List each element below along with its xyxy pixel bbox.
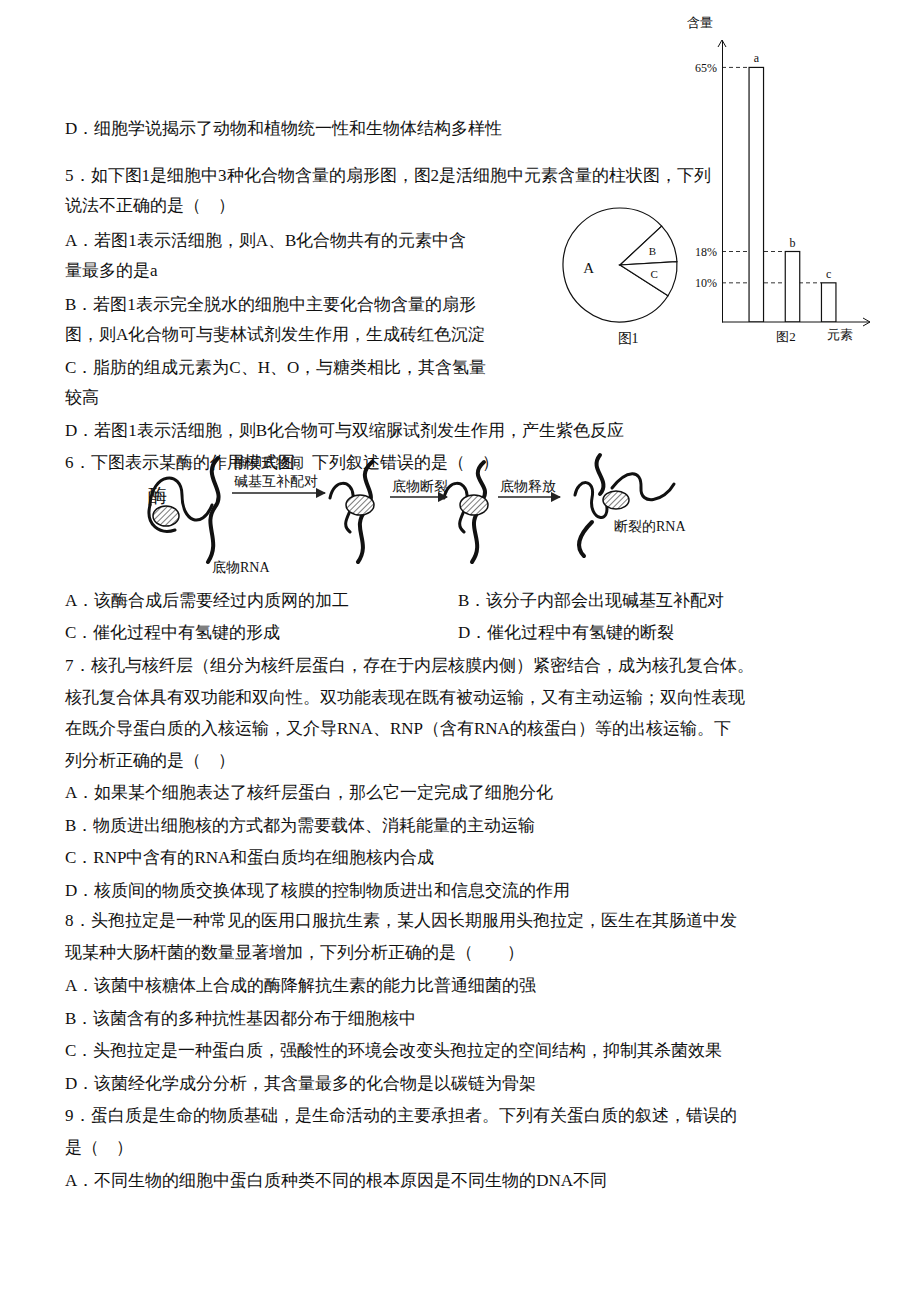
diagram-label: 断裂的RNA bbox=[614, 519, 686, 534]
bar bbox=[785, 252, 799, 323]
text-line: 说法不正确的是（ ） bbox=[65, 196, 235, 215]
enzyme-active-site bbox=[603, 491, 629, 509]
page: D．细胞学说揭示了动物和植物统一性和生物体结构多样性 5．如下图1是细胞中3种化合… bbox=[0, 0, 920, 1302]
enzyme-strand bbox=[149, 505, 175, 531]
option: D．催化过程中有氢键的断裂 bbox=[458, 623, 674, 642]
y-tick-label: 18% bbox=[695, 245, 717, 259]
axis-title: 元素 bbox=[827, 327, 853, 342]
bar-label: b bbox=[790, 236, 796, 250]
pie-label: C bbox=[651, 268, 658, 280]
text-line: A．该菌中核糖体上合成的酶降解抗生素的能力比普通细菌的强 bbox=[65, 976, 536, 995]
option: A．该酶合成后需要经过内质网的加工 bbox=[65, 591, 349, 610]
axis-arrow bbox=[718, 40, 726, 47]
grid-line bbox=[722, 67, 749, 68]
y-tick: 18% bbox=[695, 245, 722, 259]
text-line: D．若图1表示活细胞，则B化合物可与双缩脲试剂发生作用，产生紫色反应 bbox=[65, 421, 624, 440]
pie-slices bbox=[563, 208, 677, 322]
y-axis: 10% 18% 65% bbox=[695, 41, 723, 323]
text-line: 图，则A化合物可与斐林试剂发生作用，生成砖红色沉淀 bbox=[65, 325, 485, 344]
bar-chart: a b c 10% 18% 65% bbox=[695, 40, 870, 326]
bar bbox=[749, 67, 763, 322]
text-line: 现某种大肠杆菌的数量显著增加，下列分析正确的是（ ） bbox=[65, 943, 524, 962]
diagram-label: 底物RNA bbox=[212, 560, 270, 575]
enzyme-active-site bbox=[460, 495, 488, 515]
diagram-label: 酶 bbox=[148, 485, 167, 506]
text-line: 8．头孢拉定是一种常见的医用口服抗生素，某人因长期服用头孢拉定，医生在其肠道中发 bbox=[65, 911, 737, 930]
x-axis-line bbox=[722, 322, 870, 323]
y-tick: 10% bbox=[695, 276, 722, 290]
diagram-label: 底物释放 bbox=[500, 479, 556, 494]
arrow bbox=[390, 496, 447, 498]
text-line: D．该菌经化学成分分析，其含量最多的化合物是以碳链为骨架 bbox=[65, 1074, 536, 1093]
diagram-label: 底物断裂 bbox=[392, 479, 448, 494]
text-line: C．头孢拉定是一种蛋白质，强酸性的环境会改变头孢拉定的空间结构，抑制其杀菌效果 bbox=[65, 1041, 722, 1060]
bar-label: c bbox=[826, 267, 831, 281]
substrate-rna bbox=[478, 462, 485, 500]
y-tick-label: 10% bbox=[695, 276, 717, 290]
text-line: B．该菌含有的多种抗性基因都分布于细胞核中 bbox=[65, 1009, 416, 1028]
text-line: 5．如下图1是细胞中3种化合物含量的扇形图，图2是活细胞中元素含量的柱状图，下列 bbox=[65, 166, 711, 185]
substrate-rna bbox=[208, 458, 219, 562]
bar bbox=[821, 283, 835, 322]
text-line: C．脂肪的组成元素为C、H、O，与糖类相比，其含氢量 bbox=[65, 358, 486, 377]
option: C．催化过程中有氢键的形成 bbox=[65, 623, 280, 642]
text-line: B．若图1表示完全脱水的细胞中主要化合物含量的扇形 bbox=[65, 295, 476, 314]
rna-fragment bbox=[597, 455, 604, 494]
text-line: 9．蛋白质是生命的物质基础，是生命活动的主要承担者。下列有关蛋白质的叙述，错误的 bbox=[65, 1106, 737, 1125]
enzyme-active-site bbox=[153, 506, 179, 526]
text-line: 是（ ） bbox=[65, 1138, 133, 1157]
substrate-rna bbox=[472, 512, 478, 562]
diagram-label: 碱基互补配对 bbox=[234, 474, 318, 489]
text-line: C．RNP中含有的RNA和蛋白质均在细胞核内合成 bbox=[65, 848, 434, 867]
option: B．该分子内部会出现碱基互补配对 bbox=[458, 591, 724, 610]
rna-fragment bbox=[579, 522, 592, 556]
pie-slice bbox=[620, 262, 677, 296]
arrow bbox=[498, 496, 560, 498]
figure-caption: 图1 bbox=[618, 331, 639, 346]
enzyme-diagram bbox=[149, 455, 674, 562]
rna-fragment bbox=[612, 474, 674, 500]
pie-label: B bbox=[649, 245, 656, 257]
bar-label: a bbox=[754, 51, 760, 65]
text-line: A．如果某个细胞表达了核纤层蛋白，那么它一定完成了细胞分化 bbox=[65, 783, 553, 802]
axis-title: 含量 bbox=[687, 15, 713, 30]
text-line: 在既介导蛋白质的入核运输，又介导RNA、RNP（含有RNA的核蛋白）等的出核运输… bbox=[65, 719, 731, 738]
text-line: 核孔复合体具有双功能和双向性。双功能表现在既有被动运输，又有主动运输；双向性表现 bbox=[64, 688, 745, 707]
text-line: 列分析正确的是（ ） bbox=[65, 751, 235, 770]
text-line: D．细胞学说揭示了动物和植物统一性和生物体结构多样性 bbox=[65, 119, 502, 138]
text-line: 6．下图表示某酶的作用模式图。下列叙述错误的是（ ） bbox=[65, 453, 499, 472]
text-line: A．若图1表示活细胞，则A、B化合物共有的元素中含 bbox=[65, 231, 466, 250]
y-tick: 65% bbox=[695, 61, 722, 75]
pie-slice bbox=[620, 226, 677, 265]
pie-label: A bbox=[583, 260, 594, 276]
text-line: D．核质间的物质交换体现了核膜的控制物质进出和信息交流的作用 bbox=[65, 881, 570, 900]
arrow bbox=[232, 492, 325, 494]
text-line: A．不同生物的细胞中蛋白质种类不同的根本原因是不同生物的DNA不同 bbox=[65, 1171, 607, 1190]
text-line: 量最多的是a bbox=[65, 261, 158, 280]
axis-arrow bbox=[863, 318, 870, 326]
diagram-label: 酶和底物间 bbox=[234, 455, 304, 470]
figure-caption: 图2 bbox=[776, 329, 796, 344]
grid-line bbox=[722, 282, 821, 283]
text-line: B．物质进出细胞核的方式都为需要载体、消耗能量的主动运输 bbox=[65, 816, 535, 835]
text-line: 7．核孔与核纤层（组分为核纤层蛋白，存在于内层核膜内侧）紧密结合，成为核孔复合体… bbox=[65, 656, 754, 675]
text-line: 较高 bbox=[65, 388, 99, 407]
pie-chart: A BC bbox=[563, 208, 677, 322]
y-tick-label: 65% bbox=[695, 61, 717, 75]
bars bbox=[749, 67, 836, 322]
enzyme-active-site bbox=[346, 495, 374, 515]
y-axis-line bbox=[722, 41, 723, 323]
